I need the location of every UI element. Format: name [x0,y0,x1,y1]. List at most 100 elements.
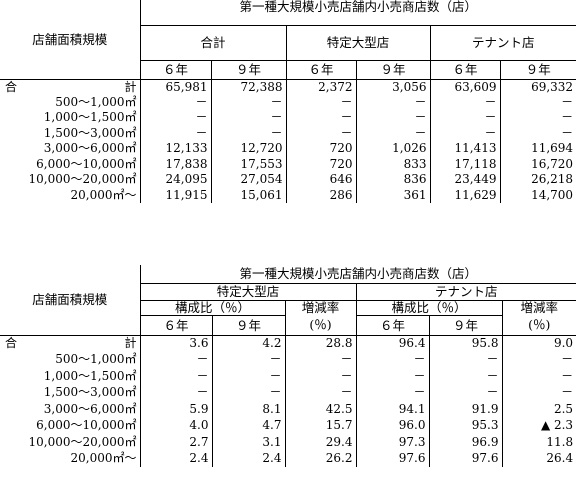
cell-value: 2,372 [286,79,357,95]
cell-value: 23,449 [430,172,501,188]
group-tenant: テナント店 [356,283,576,301]
row-label: 6,000～10,000㎡ [0,156,141,172]
cell-value: 286 [286,187,357,203]
cell-value: 95.3 [429,417,503,434]
cell-value: － [561,94,574,109]
table-title: 第一種大規模小売店舗内小売商店数（店） [140,265,576,284]
table-row: 1,500～3,000㎡－－－－－－ [0,125,576,141]
table-row: 10,000～20,000㎡ 24,095 27,054 646 836 23,449 26… [0,172,576,188]
cell-value: 12,720 [211,141,287,157]
row-label: 10,000～20,000㎡ [0,434,141,451]
cell-value: － [561,352,574,367]
cell-value: 2.4 [140,450,213,467]
cell-value: 11,915 [140,187,212,203]
cell-value: 833 [356,156,431,172]
row-label: 500～1,000㎡ [0,351,141,368]
year-header: ６年 [430,60,501,80]
cell-value: 17,838 [140,156,212,172]
rowhead: 店舗面積規模 [0,265,141,336]
year-header: ６年 [140,315,213,336]
cell-value: － [356,110,431,126]
cell-value: － [430,94,501,110]
cell-value: － [212,351,286,368]
cell-value: － [212,384,286,401]
cell-value: 29.4 [285,434,357,451]
row-label: 6,000～10,000㎡ [0,417,141,434]
cell-value: 96.4 [356,335,430,352]
cell-value: － [561,368,574,383]
cell-value: － [286,125,357,141]
row-label-part: 計 [124,336,137,350]
cell-value: 15.7 [285,417,357,434]
cell-value: 97.6 [429,450,503,467]
sub-composition: 構成比（％） [140,300,286,316]
cell-value: 4.0 [140,417,213,434]
table-row: 1,000～1,500㎡－－－－－－ [0,110,576,126]
row-label: 1,000～1,500㎡ [0,368,141,385]
sub-change-rate: 増減率 [285,300,357,315]
year-header: ９年 [356,60,431,80]
cell-value: 17,553 [211,156,287,172]
cell-value: － [140,110,212,126]
cell-value: 27,054 [211,172,287,188]
cell-value: － [561,125,574,140]
table-row: 3,000～6,000㎡ 12,133 12,720 720 1,026 11,413 11… [0,141,576,157]
row-label: 10,000～20,000㎡ [0,172,141,188]
cell-value: 720 [286,156,357,172]
cell-value: － [140,125,212,141]
cell-value: － [561,385,574,400]
year-header: ６年 [140,60,212,80]
table-row: 20,000㎡～ 2.4 2.4 26.2 97.6 97.6 26.4 [0,450,576,467]
cell-value: － [211,125,287,141]
row-label-part: 計 [124,79,137,94]
cell-value: 11.8 [546,434,574,449]
cell-value: 11,629 [430,187,501,203]
cell-value: － [286,94,357,110]
cell-value: 97.6 [356,450,430,467]
cell-value: 24,095 [140,172,212,188]
row-label: 合計 [0,335,141,352]
cell-value: － [356,351,430,368]
cell-value: 3,056 [356,79,431,95]
cell-value: 361 [356,187,431,203]
cell-value: 97.3 [356,434,430,451]
cell-value: － [561,110,574,125]
year-header: ６年 [286,60,357,80]
cell-value: － [140,368,213,385]
table-row: 10,000～20,000㎡ 2.7 3.1 29.4 97.3 96.9 11.8 [0,434,576,451]
cell-value: － [211,110,287,126]
cell-value: － [356,368,430,385]
cell-value: 17,118 [430,156,501,172]
cell-value: － [430,110,501,126]
row-label: 1,500～3,000㎡ [0,384,141,401]
table-row: 6,000～10,000㎡ 4.0 4.7 15.7 96.0 95.3 ▲ 2.3 [0,417,576,434]
cell-value: 8.1 [212,401,286,418]
cell-value: － [211,94,287,110]
cell-value: 9.0 [553,336,574,350]
row-label: 1,000～1,500㎡ [0,110,141,126]
cell-value: 26.2 [285,450,357,467]
year-header: ９年 [212,315,286,336]
cell-value: 720 [286,141,357,157]
row-label: 20,000㎡～ [0,187,141,203]
table-store-counts: 店舗面積規模 第一種大規模小売店舗内小売商店数（店） 合計 特定大型店 テナント… [0,0,576,203]
table-composition: 店舗面積規模 第一種大規模小売店舗内小売商店数（店） 特定大型店 テナント店 構… [0,265,576,467]
cell-value: － [429,351,503,368]
row-label: 合計 [0,79,141,95]
cell-value: 96.0 [356,417,430,434]
cell-value: － [140,94,212,110]
table-row: 合計 65,981 72,388 2,372 3,056 63,609 69,332 [0,79,576,95]
cell-value: 836 [356,172,431,188]
cell-value: 94.1 [356,401,430,418]
cell-value: 63,609 [430,79,501,95]
cell-value: 72,388 [211,79,287,95]
rowhead: 店舗面積規模 [0,0,141,80]
table-row: 1,000～1,500㎡－－－－－－ [0,368,576,385]
cell-value: 65,981 [140,79,212,95]
cell-value: 42.5 [285,401,357,418]
cell-value: 14,700 [531,187,574,202]
cell-value: 11,413 [430,141,501,157]
group-large: 特定大型店 [140,283,357,301]
cell-value: 91.9 [429,401,503,418]
cell-value: 95.8 [429,335,503,352]
